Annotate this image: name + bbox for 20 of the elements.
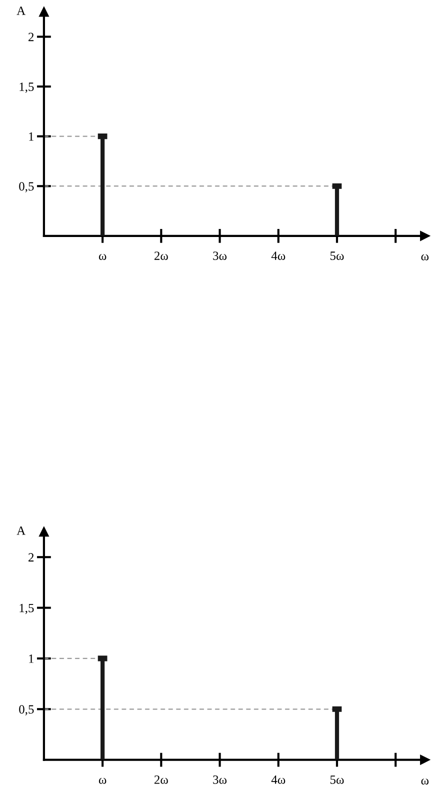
x-tick-label: ω: [98, 778, 106, 784]
y-tick-label: 2: [28, 553, 34, 562]
x-tick-label: 2ω: [154, 775, 168, 784]
y-tick-label: 1,5: [20, 82, 34, 93]
y-axis-title: A: [16, 526, 26, 535]
x-tick-label: 5ω: [330, 252, 344, 260]
y-tick-label: 0,5: [19, 705, 34, 716]
y-tick-label: 0,5: [19, 182, 34, 192]
y-axis-title: A: [16, 6, 26, 15]
y-tick-label: 1: [29, 654, 34, 663]
x-tick-label: 4ω: [271, 252, 286, 260]
y-tick-label: 1: [29, 132, 34, 141]
x-tick-label: 5ω: [330, 776, 344, 784]
y-tick-label: 1,5: [20, 604, 34, 614]
y-tick-label: 2: [28, 32, 34, 42]
x-tick-label: 2ω: [154, 252, 168, 260]
x-tick-label: 4ω: [271, 776, 286, 784]
x-tick-label: ω: [98, 254, 106, 260]
x-tick-label: 3ω: [213, 775, 227, 784]
x-tick-label: 3ω: [213, 252, 227, 260]
